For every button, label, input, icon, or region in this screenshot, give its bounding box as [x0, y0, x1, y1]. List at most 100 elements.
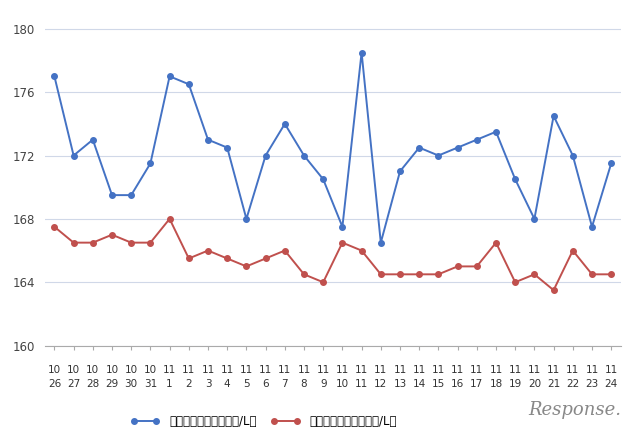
ハイオク看板価格（円/L） — [300, 153, 308, 158]
Text: 10: 10 — [144, 365, 157, 375]
ハイオク看板価格（円/L） — [281, 121, 289, 127]
ハイオク看板価格（円/L） — [531, 216, 538, 222]
Text: Response.: Response. — [528, 401, 621, 419]
ハイオク看板価格（円/L） — [51, 74, 58, 79]
ハイオク実売価格（円/L） — [550, 288, 557, 293]
Text: 29: 29 — [106, 379, 118, 389]
ハイオク看板価格（円/L） — [454, 145, 461, 150]
Text: 11: 11 — [182, 365, 195, 375]
ハイオク看板価格（円/L） — [415, 145, 423, 150]
Text: 10: 10 — [125, 365, 138, 375]
ハイオク看板価格（円/L） — [569, 153, 577, 158]
ハイオク実売価格（円/L） — [607, 272, 615, 277]
Text: 11: 11 — [509, 365, 522, 375]
ハイオク実売価格（円/L） — [281, 248, 289, 253]
Text: 11: 11 — [298, 365, 310, 375]
Text: 5: 5 — [243, 379, 250, 389]
Legend: ハイオク看板価格（円/L）, ハイオク実売価格（円/L）: ハイオク看板価格（円/L）, ハイオク実売価格（円/L） — [125, 410, 402, 432]
Text: 12: 12 — [374, 379, 387, 389]
ハイオク看板価格（円/L） — [358, 50, 365, 55]
Text: 11: 11 — [586, 365, 598, 375]
Text: 11: 11 — [470, 365, 483, 375]
Text: 11: 11 — [355, 365, 368, 375]
ハイオク実売価格（円/L） — [454, 264, 461, 269]
Text: 11: 11 — [202, 365, 214, 375]
ハイオク実売価格（円/L） — [377, 272, 385, 277]
Text: 11: 11 — [259, 365, 272, 375]
ハイオク実売価格（円/L） — [492, 240, 500, 245]
Text: 11: 11 — [605, 365, 618, 375]
Text: 2: 2 — [186, 379, 192, 389]
ハイオク実売価格（円/L） — [473, 264, 481, 269]
Text: 11: 11 — [240, 365, 253, 375]
Text: 28: 28 — [86, 379, 99, 389]
ハイオク実売価格（円/L） — [435, 272, 442, 277]
Text: 17: 17 — [470, 379, 483, 389]
Text: 7: 7 — [282, 379, 288, 389]
Text: 21: 21 — [547, 379, 560, 389]
Text: 13: 13 — [394, 379, 406, 389]
ハイオク看板価格（円/L） — [223, 145, 231, 150]
Text: 4: 4 — [224, 379, 230, 389]
ハイオク実売価格（円/L） — [339, 240, 346, 245]
ハイオク実売価格（円/L） — [166, 216, 173, 222]
Text: 1: 1 — [166, 379, 173, 389]
Text: 11: 11 — [163, 365, 176, 375]
Text: 30: 30 — [125, 379, 138, 389]
ハイオク実売価格（円/L） — [185, 256, 193, 261]
ハイオク看板価格（円/L） — [339, 224, 346, 229]
ハイオク実売価格（円/L） — [300, 272, 308, 277]
Text: 8: 8 — [301, 379, 307, 389]
Text: 10: 10 — [106, 365, 118, 375]
ハイオク看板価格（円/L） — [550, 113, 557, 118]
Text: 6: 6 — [262, 379, 269, 389]
Text: 22: 22 — [566, 379, 579, 389]
Text: 10: 10 — [336, 379, 349, 389]
ハイオク実売価格（円/L） — [396, 272, 404, 277]
Line: ハイオク実売価格（円/L）: ハイオク実売価格（円/L） — [52, 216, 614, 293]
Text: 14: 14 — [413, 379, 426, 389]
ハイオク実売価格（円/L） — [51, 224, 58, 229]
ハイオク看板価格（円/L） — [607, 161, 615, 166]
ハイオク看板価格（円/L） — [319, 177, 327, 182]
ハイオク看板価格（円/L） — [243, 216, 250, 222]
ハイオク看板価格（円/L） — [473, 137, 481, 142]
Text: 11: 11 — [394, 365, 406, 375]
Text: 10: 10 — [67, 365, 80, 375]
Text: 11: 11 — [528, 365, 541, 375]
ハイオク看板価格（円/L） — [262, 153, 269, 158]
Text: 11: 11 — [278, 365, 291, 375]
ハイオク実売価格（円/L） — [511, 280, 519, 285]
Text: 10: 10 — [48, 365, 61, 375]
ハイオク看板価格（円/L） — [511, 177, 519, 182]
ハイオク実売価格（円/L） — [127, 240, 135, 245]
Text: 24: 24 — [605, 379, 618, 389]
ハイオク看板価格（円/L） — [435, 153, 442, 158]
ハイオク看板価格（円/L） — [70, 153, 77, 158]
Text: 27: 27 — [67, 379, 80, 389]
Text: 11: 11 — [490, 365, 502, 375]
Text: 11: 11 — [336, 365, 349, 375]
Text: 11: 11 — [413, 365, 426, 375]
ハイオク看板価格（円/L） — [185, 82, 193, 87]
Text: 9: 9 — [320, 379, 326, 389]
ハイオク実売価格（円/L） — [204, 248, 212, 253]
Text: 19: 19 — [509, 379, 522, 389]
Text: 15: 15 — [432, 379, 445, 389]
ハイオク看板価格（円/L） — [127, 193, 135, 198]
ハイオク看板価格（円/L） — [166, 74, 173, 79]
Text: 31: 31 — [144, 379, 157, 389]
Text: 11: 11 — [432, 365, 445, 375]
ハイオク看板価格（円/L） — [147, 161, 154, 166]
Text: 20: 20 — [528, 379, 541, 389]
ハイオク実売価格（円/L） — [569, 248, 577, 253]
ハイオク実売価格（円/L） — [262, 256, 269, 261]
Text: 3: 3 — [205, 379, 211, 389]
ハイオク実売価格（円/L） — [358, 248, 365, 253]
Text: 11: 11 — [221, 365, 234, 375]
Text: 11: 11 — [547, 365, 560, 375]
Line: ハイオク看板価格（円/L）: ハイオク看板価格（円/L） — [52, 50, 614, 245]
Text: 26: 26 — [48, 379, 61, 389]
ハイオク実売価格（円/L） — [588, 272, 596, 277]
ハイオク実売価格（円/L） — [89, 240, 97, 245]
